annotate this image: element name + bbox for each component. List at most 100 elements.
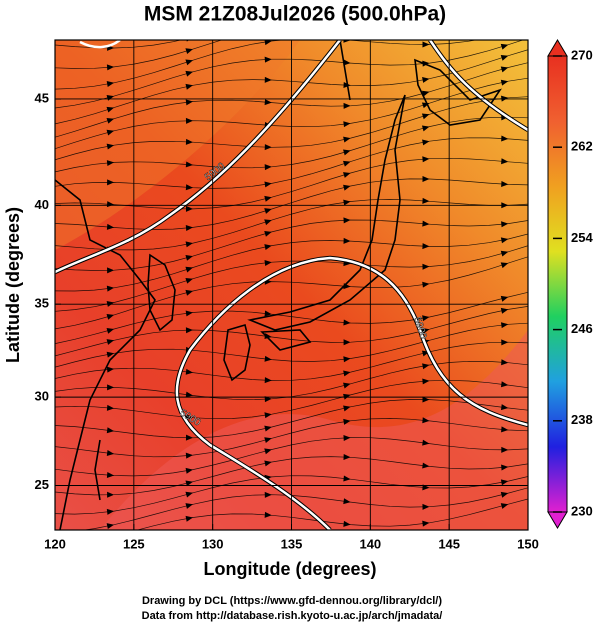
y-tick-label: 35 bbox=[35, 296, 49, 311]
stream-arrow bbox=[343, 356, 351, 363]
y-tick-label: 40 bbox=[35, 197, 49, 212]
stream-arrow bbox=[185, 70, 193, 77]
stream-arrow bbox=[343, 59, 351, 66]
contour bbox=[55, 40, 341, 274]
stream-arrow bbox=[422, 139, 430, 146]
stream-arrow bbox=[500, 479, 509, 486]
stream-arrow bbox=[106, 351, 115, 358]
stream-arrow bbox=[264, 230, 272, 237]
stream-arrow bbox=[343, 435, 351, 442]
stream-arrow bbox=[185, 452, 193, 459]
stream-arrow bbox=[343, 454, 351, 461]
stream-arrow bbox=[185, 515, 193, 522]
stream-arrow bbox=[185, 289, 193, 296]
stream-arrow bbox=[500, 237, 509, 244]
stream-arrow bbox=[343, 370, 351, 377]
stream-arrow bbox=[501, 464, 509, 471]
stream-arrow bbox=[500, 307, 509, 314]
contour bbox=[79, 40, 121, 49]
x-tick-label: 150 bbox=[517, 536, 539, 551]
coastlines bbox=[55, 40, 502, 530]
stream-arrow bbox=[343, 498, 351, 505]
stream-arrow bbox=[264, 425, 272, 432]
stream-arrow bbox=[343, 319, 351, 326]
stream-arrow bbox=[106, 143, 115, 150]
stream-arrow bbox=[422, 41, 430, 48]
stream-arrow bbox=[185, 99, 193, 106]
stream-arrow bbox=[106, 285, 115, 292]
stream-arrow bbox=[422, 520, 430, 527]
stream-arrow bbox=[185, 266, 193, 273]
stream-arrow bbox=[500, 491, 509, 498]
stream-arrow bbox=[422, 315, 430, 322]
stream-arrow bbox=[185, 491, 193, 498]
stream-arrow bbox=[343, 339, 351, 346]
stream-arrow bbox=[264, 333, 272, 340]
stream-arrow bbox=[343, 237, 351, 244]
stream-arrow bbox=[422, 439, 430, 446]
coastline bbox=[414, 58, 502, 126]
colorbar-tick-label: 238 bbox=[571, 412, 593, 427]
stream-arrow bbox=[500, 404, 509, 411]
stream-arrow bbox=[185, 391, 193, 398]
stream-arrow bbox=[501, 158, 509, 165]
contours bbox=[55, 40, 528, 530]
stream-arrow bbox=[185, 184, 193, 191]
stream-arrow bbox=[343, 418, 351, 425]
stream-arrow bbox=[264, 181, 272, 188]
stream-arrow bbox=[500, 250, 509, 257]
coastline bbox=[260, 329, 312, 351]
stream-arrow bbox=[106, 523, 115, 530]
stream-arrow bbox=[185, 48, 193, 54]
contour bbox=[175, 256, 528, 530]
field-band bbox=[55, 40, 300, 250]
stream-arrow bbox=[501, 16, 509, 23]
stream-arrow bbox=[106, 508, 115, 515]
stream-arrow bbox=[106, 117, 115, 124]
stream-arrow bbox=[500, 381, 509, 388]
x-tick-label: 125 bbox=[123, 536, 145, 551]
stream-arrow bbox=[106, 450, 115, 457]
stream-arrow bbox=[343, 149, 351, 156]
stream-arrow bbox=[500, 322, 509, 329]
x-tick-label: 140 bbox=[359, 536, 381, 551]
stream-arrow bbox=[343, 172, 351, 178]
stream-arrow bbox=[185, 205, 193, 212]
stream-arrow bbox=[422, 396, 430, 403]
stream-arrow bbox=[106, 404, 115, 411]
stream-arrow bbox=[500, 503, 509, 509]
stream-arrow bbox=[264, 412, 272, 419]
stream-arrow bbox=[185, 241, 193, 248]
colorbar: 230 238 246 254 262 270 bbox=[547, 39, 593, 529]
stream-arrow bbox=[106, 129, 115, 136]
stream-arrow bbox=[422, 378, 430, 385]
stream-arrow bbox=[264, 260, 272, 267]
stream-arrow bbox=[422, 76, 430, 83]
stream-arrow bbox=[107, 267, 115, 274]
stream-arrow bbox=[185, 117, 193, 124]
stream-arrow bbox=[106, 64, 115, 71]
colorbar-extend-bottom bbox=[547, 511, 568, 529]
coastline bbox=[94, 439, 101, 501]
stream-arrow bbox=[185, 255, 193, 261]
stream-arrow bbox=[501, 0, 508, 6]
stream-arrow bbox=[264, 310, 272, 317]
colorbar-scale bbox=[547, 55, 568, 513]
stream-arrow bbox=[421, 327, 430, 334]
stream-arrow bbox=[185, 310, 193, 317]
stream-arrow bbox=[343, 160, 351, 167]
stream-arrow bbox=[422, 243, 430, 250]
stream-arrow bbox=[343, 382, 351, 389]
stream-arrow bbox=[185, 161, 193, 168]
stream-arrow bbox=[107, 491, 115, 498]
stream-arrow bbox=[264, 460, 272, 467]
stream-arrow bbox=[106, 471, 115, 478]
stream-arrow bbox=[343, 475, 351, 482]
stream-arrow bbox=[501, 221, 509, 228]
stream-arrow bbox=[264, 99, 272, 106]
stream-arrow bbox=[422, 417, 430, 424]
stream-arrow bbox=[422, 462, 430, 469]
stream-arrow bbox=[264, 76, 272, 83]
colorbar-tick-label: 262 bbox=[571, 139, 593, 154]
